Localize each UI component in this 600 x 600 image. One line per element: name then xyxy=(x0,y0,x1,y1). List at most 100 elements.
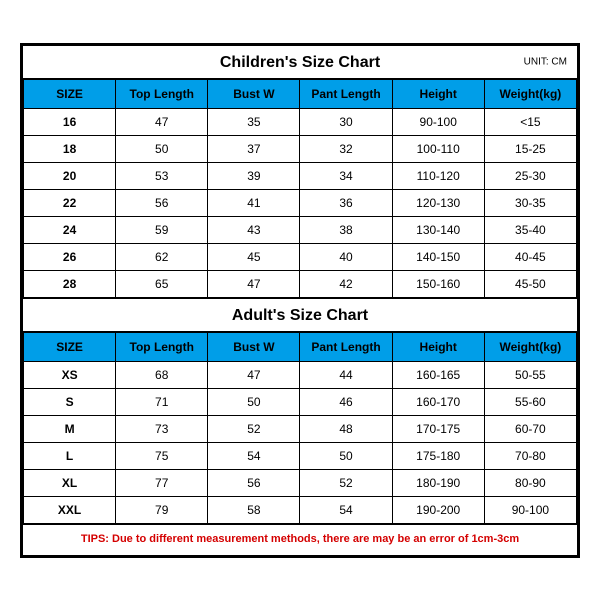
table-cell: 62 xyxy=(116,243,208,270)
table-cell: S xyxy=(24,388,116,415)
table-cell: XXL xyxy=(24,496,116,523)
table-cell: 34 xyxy=(300,162,392,189)
table-cell: 52 xyxy=(300,469,392,496)
table-cell: 32 xyxy=(300,135,392,162)
table-cell: XS xyxy=(24,361,116,388)
tips-text: TIPS: Due to different measurement metho… xyxy=(23,524,577,555)
children-title: Children's Size Chart xyxy=(220,54,380,71)
table-cell: 71 xyxy=(116,388,208,415)
table-cell: 30 xyxy=(300,108,392,135)
table-cell: 150-160 xyxy=(392,270,484,297)
table-cell: 190-200 xyxy=(392,496,484,523)
col-header: Bust W xyxy=(208,332,300,361)
col-header: Pant Length xyxy=(300,332,392,361)
table-cell: 15-25 xyxy=(484,135,576,162)
table-cell: <15 xyxy=(484,108,576,135)
table-cell: 56 xyxy=(116,189,208,216)
table-cell: 90-100 xyxy=(392,108,484,135)
table-cell: 175-180 xyxy=(392,442,484,469)
table-row: 1647353090-100<15 xyxy=(24,108,577,135)
table-cell: 50 xyxy=(300,442,392,469)
table-cell: 65 xyxy=(116,270,208,297)
table-cell: 160-170 xyxy=(392,388,484,415)
table-cell: 75 xyxy=(116,442,208,469)
table-cell: 45 xyxy=(208,243,300,270)
table-cell: 36 xyxy=(300,189,392,216)
table-cell: 24 xyxy=(24,216,116,243)
table-cell: 47 xyxy=(208,361,300,388)
table-cell: 41 xyxy=(208,189,300,216)
table-cell: 170-175 xyxy=(392,415,484,442)
table-cell: 77 xyxy=(116,469,208,496)
col-header: SIZE xyxy=(24,79,116,108)
table-cell: 80-90 xyxy=(484,469,576,496)
table-cell: 60-70 xyxy=(484,415,576,442)
table-row: XS684744160-16550-55 xyxy=(24,361,577,388)
table-cell: 22 xyxy=(24,189,116,216)
children-title-row: Children's Size Chart UNIT: CM xyxy=(23,46,577,79)
table-cell: 25-30 xyxy=(484,162,576,189)
table-cell: 59 xyxy=(116,216,208,243)
table-cell: 50 xyxy=(116,135,208,162)
table-cell: 44 xyxy=(300,361,392,388)
table-cell: M xyxy=(24,415,116,442)
table-cell: 53 xyxy=(116,162,208,189)
col-header: Top Length xyxy=(116,332,208,361)
col-header: Bust W xyxy=(208,79,300,108)
table-cell: 18 xyxy=(24,135,116,162)
table-cell: 68 xyxy=(116,361,208,388)
table-cell: 16 xyxy=(24,108,116,135)
table-cell: 43 xyxy=(208,216,300,243)
adult-title-row: Adult's Size Chart xyxy=(23,298,577,332)
table-cell: 50-55 xyxy=(484,361,576,388)
table-cell: 180-190 xyxy=(392,469,484,496)
table-cell: 42 xyxy=(300,270,392,297)
table-cell: 79 xyxy=(116,496,208,523)
table-cell: 52 xyxy=(208,415,300,442)
table-cell: 50 xyxy=(208,388,300,415)
col-header: Top Length xyxy=(116,79,208,108)
table-cell: 54 xyxy=(208,442,300,469)
table-cell: 160-165 xyxy=(392,361,484,388)
adult-title: Adult's Size Chart xyxy=(232,307,368,324)
table-cell: 37 xyxy=(208,135,300,162)
adult-table: SIZE Top Length Bust W Pant Length Heigh… xyxy=(23,332,577,524)
table-row: 18503732100-11015-25 xyxy=(24,135,577,162)
children-table: SIZE Top Length Bust W Pant Length Heigh… xyxy=(23,79,577,298)
col-header: Weight(kg) xyxy=(484,79,576,108)
table-row: M735248170-17560-70 xyxy=(24,415,577,442)
table-cell: 35-40 xyxy=(484,216,576,243)
table-cell: 28 xyxy=(24,270,116,297)
table-cell: L xyxy=(24,442,116,469)
table-cell: 58 xyxy=(208,496,300,523)
table-cell: 70-80 xyxy=(484,442,576,469)
table-row: 22564136120-13030-35 xyxy=(24,189,577,216)
col-header: Pant Length xyxy=(300,79,392,108)
table-cell: 100-110 xyxy=(392,135,484,162)
table-cell: 110-120 xyxy=(392,162,484,189)
col-header: SIZE xyxy=(24,332,116,361)
table-cell: 39 xyxy=(208,162,300,189)
children-header-row: SIZE Top Length Bust W Pant Length Heigh… xyxy=(24,79,577,108)
table-cell: 35 xyxy=(208,108,300,135)
table-cell: 140-150 xyxy=(392,243,484,270)
table-cell: 55-60 xyxy=(484,388,576,415)
table-row: 28654742150-16045-50 xyxy=(24,270,577,297)
table-cell: 120-130 xyxy=(392,189,484,216)
table-cell: 20 xyxy=(24,162,116,189)
table-cell: 73 xyxy=(116,415,208,442)
table-cell: 130-140 xyxy=(392,216,484,243)
table-row: 20533934110-12025-30 xyxy=(24,162,577,189)
table-row: 24594338130-14035-40 xyxy=(24,216,577,243)
table-cell: 26 xyxy=(24,243,116,270)
size-chart-frame: Children's Size Chart UNIT: CM SIZE Top … xyxy=(20,43,580,558)
table-cell: 46 xyxy=(300,388,392,415)
col-header: Height xyxy=(392,79,484,108)
table-cell: XL xyxy=(24,469,116,496)
table-cell: 38 xyxy=(300,216,392,243)
table-cell: 40 xyxy=(300,243,392,270)
table-cell: 54 xyxy=(300,496,392,523)
table-cell: 45-50 xyxy=(484,270,576,297)
table-row: 26624540140-15040-45 xyxy=(24,243,577,270)
table-cell: 30-35 xyxy=(484,189,576,216)
